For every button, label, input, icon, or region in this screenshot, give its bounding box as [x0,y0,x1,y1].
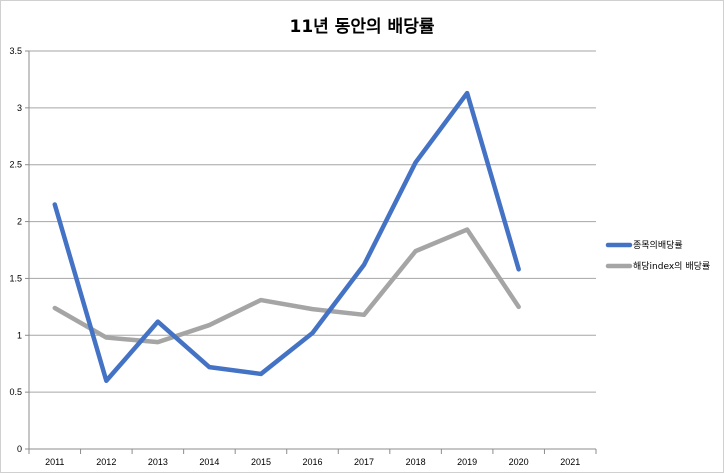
y-tick-label: 0 [17,444,22,454]
y-tick-label: 3 [17,103,22,113]
y-tick-labels: 0 0.5 1 1.5 2 2.5 3 3.5 [9,46,22,454]
x-tick-label: 2018 [406,457,426,467]
x-tick-label: 2015 [251,457,271,467]
gridlines [29,50,596,393]
x-tick-label: 2013 [148,457,168,467]
x-tick-label: 2016 [302,457,322,467]
y-tick-label: 1.5 [9,273,22,283]
series-line-0 [52,90,521,384]
x-tick-label: 2017 [354,457,374,467]
x-tick-label: 2020 [509,457,529,467]
series-lines [52,90,521,384]
x-tick-label: 2019 [457,457,477,467]
x-tick-label: 2021 [560,457,580,467]
legend-label: 해당index의 배당률 [633,261,710,272]
legend-label: 종목의배당률 [633,240,683,251]
chart-title: 11년 동안의 배당률 [290,17,435,37]
x-tick-label: 2012 [96,457,116,467]
x-tick-labels: 2011 2012 2013 2014 2015 2016 2017 2018 2019 2020… [45,457,580,467]
y-tick-label: 1 [17,330,22,340]
y-tick-label: 2.5 [9,160,22,170]
series-line-1 [52,227,521,345]
x-tick-label: 2011 [45,457,64,467]
axes [25,50,597,454]
y-tick-label: 2 [17,217,22,227]
x-tick-label: 2014 [199,457,219,467]
y-tick-label: 3.5 [9,46,22,56]
y-tick-label: 0.5 [9,387,22,397]
